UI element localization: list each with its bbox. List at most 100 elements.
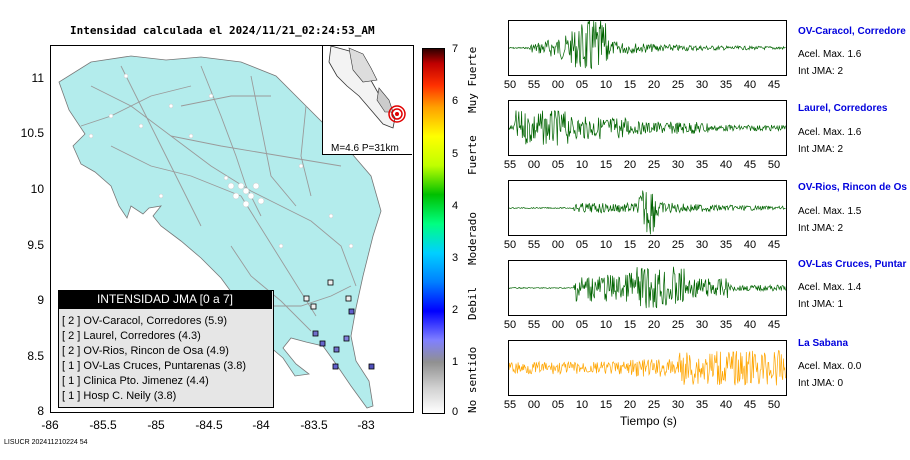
trace-time-tick: 10 — [599, 319, 613, 331]
scale-tick: 1 — [452, 356, 459, 368]
station-max-acceleration: Acel. Max. 0.0 — [798, 361, 862, 372]
station-max-acceleration: Acel. Max. 1.6 — [798, 49, 862, 60]
trace-time-tick: 35 — [719, 79, 733, 91]
waveform-line — [508, 190, 786, 235]
scale-label: Debil — [466, 286, 479, 320]
waveform-line — [508, 19, 786, 70]
station-name: OV-Caracol, Corredore — [798, 26, 906, 37]
station-markers — [303, 279, 375, 370]
inset-map — [322, 45, 412, 155]
trace-time-tick: 05 — [575, 79, 589, 91]
scale-tick: 0 — [452, 406, 459, 418]
lon-tick: -83.5 — [300, 418, 328, 432]
scale-label: Muy Fuerte — [466, 46, 479, 113]
trace-time-tick: 40 — [743, 319, 757, 331]
trace-time-tick: 50 — [503, 239, 517, 251]
lat-tick: 8.5 — [27, 349, 44, 363]
legend-item: [ 1 ] OV-Las Cruces, Puntarenas (3.8) — [62, 360, 247, 372]
trace-time-tick: 15 — [599, 159, 613, 171]
station-max-acceleration: Acel. Max. 1.5 — [798, 206, 862, 217]
magnitude-depth-label: M=4.6 P=31km — [329, 143, 401, 154]
trace-time-tick: 15 — [599, 399, 613, 411]
trace-time-tick: 30 — [695, 319, 709, 331]
trace-time-tick: 20 — [647, 79, 661, 91]
trace-time-tick: 50 — [503, 79, 517, 91]
station-name: OV-Rios, Rincon de Os — [798, 182, 907, 193]
trace-time-tick: 45 — [743, 159, 757, 171]
town-markers — [88, 73, 354, 249]
trace-time-tick: 35 — [695, 159, 709, 171]
waveform-line — [508, 266, 786, 309]
trace-time-tick: 05 — [575, 239, 589, 251]
trace-time-tick: 00 — [527, 399, 541, 411]
seismogram-trace — [508, 19, 787, 76]
trace-time-tick: 45 — [767, 319, 781, 331]
trace-time-tick: 40 — [743, 239, 757, 251]
scale-tick: 5 — [452, 148, 459, 160]
trace-time-tick: 25 — [671, 79, 685, 91]
trace-time-tick: 20 — [647, 239, 661, 251]
trace-time-tick: 20 — [623, 159, 637, 171]
trace-time-tick: 45 — [743, 399, 757, 411]
legend-item: [ 2 ] Laurel, Corredores (4.3) — [62, 330, 201, 342]
lon-tick: -85.5 — [89, 418, 117, 432]
trace-time-tick: 40 — [719, 399, 733, 411]
trace-time-tick: 40 — [719, 159, 733, 171]
lat-tick: 9.5 — [27, 238, 44, 252]
trace-time-tick: 35 — [719, 319, 733, 331]
trace-time-tick: 00 — [551, 79, 565, 91]
trace-time-tick: 25 — [647, 399, 661, 411]
seismogram-trace — [508, 260, 787, 316]
trace-time-tick: 30 — [695, 79, 709, 91]
station-max-acceleration: Acel. Max. 1.4 — [798, 282, 862, 293]
legend-item: [ 2 ] OV-Rios, Rincon de Osa (4.9) — [62, 345, 229, 357]
trace-time-tick: 05 — [551, 399, 565, 411]
station-name: Laurel, Corredores — [798, 103, 888, 114]
trace-time-tick: 10 — [575, 159, 589, 171]
station-max-acceleration: Acel. Max. 1.6 — [798, 127, 862, 138]
intensity-color-scale — [422, 48, 445, 414]
lat-tick: 8 — [37, 404, 44, 418]
trace-time-tick: 50 — [767, 399, 781, 411]
waveform-line — [508, 110, 786, 146]
legend-item: [ 1 ] Clinica Pto. Jimenez (4.4) — [62, 375, 209, 387]
trace-time-tick: 10 — [599, 239, 613, 251]
trace-time-tick: 50 — [767, 159, 781, 171]
scale-tick: 7 — [452, 43, 459, 55]
station-name: La Sabana — [798, 338, 849, 349]
seismogram-trace — [508, 100, 787, 156]
trace-time-tick: 40 — [743, 79, 757, 91]
station-jma-intensity: Int JMA: 2 — [798, 223, 844, 234]
map-title: Intensidad calculada el 2024/11/21_02:24… — [70, 24, 375, 37]
scale-label: Moderado — [466, 212, 479, 265]
trace-time-tick: 35 — [695, 399, 709, 411]
seismogram-trace — [508, 340, 787, 396]
trace-time-tick: 55 — [527, 239, 541, 251]
trace-time-tick: 15 — [623, 319, 637, 331]
trace-time-tick: 35 — [719, 239, 733, 251]
trace-time-tick: 55 — [503, 159, 517, 171]
trace-time-tick: 00 — [527, 159, 541, 171]
lon-tick: -85 — [147, 418, 165, 432]
trace-time-tick: 55 — [527, 79, 541, 91]
lon-tick: -83 — [357, 418, 375, 432]
lat-tick: 10.5 — [20, 126, 44, 140]
lon-tick: -86 — [41, 418, 59, 432]
trace-time-tick: 10 — [575, 399, 589, 411]
waveform-line — [508, 350, 786, 386]
trace-time-tick: 55 — [503, 399, 517, 411]
lat-tick: 11 — [31, 71, 44, 85]
trace-time-tick: 00 — [551, 239, 565, 251]
scale-tick: 3 — [452, 252, 459, 264]
scale-tick: 4 — [452, 200, 459, 212]
trace-time-tick: 55 — [527, 319, 541, 331]
trace-time-tick: 45 — [767, 239, 781, 251]
seismogram-trace — [508, 180, 787, 236]
trace-time-tick: 05 — [575, 319, 589, 331]
legend-item: [ 1 ] Hosp C. Neily (3.8) — [62, 390, 177, 402]
scale-label: Fuerte — [466, 135, 479, 175]
station-jma-intensity: Int JMA: 2 — [798, 66, 844, 77]
trace-time-tick: 00 — [551, 319, 565, 331]
station-name: OV-Las Cruces, Puntar — [798, 259, 907, 270]
trace-time-tick: 15 — [623, 239, 637, 251]
